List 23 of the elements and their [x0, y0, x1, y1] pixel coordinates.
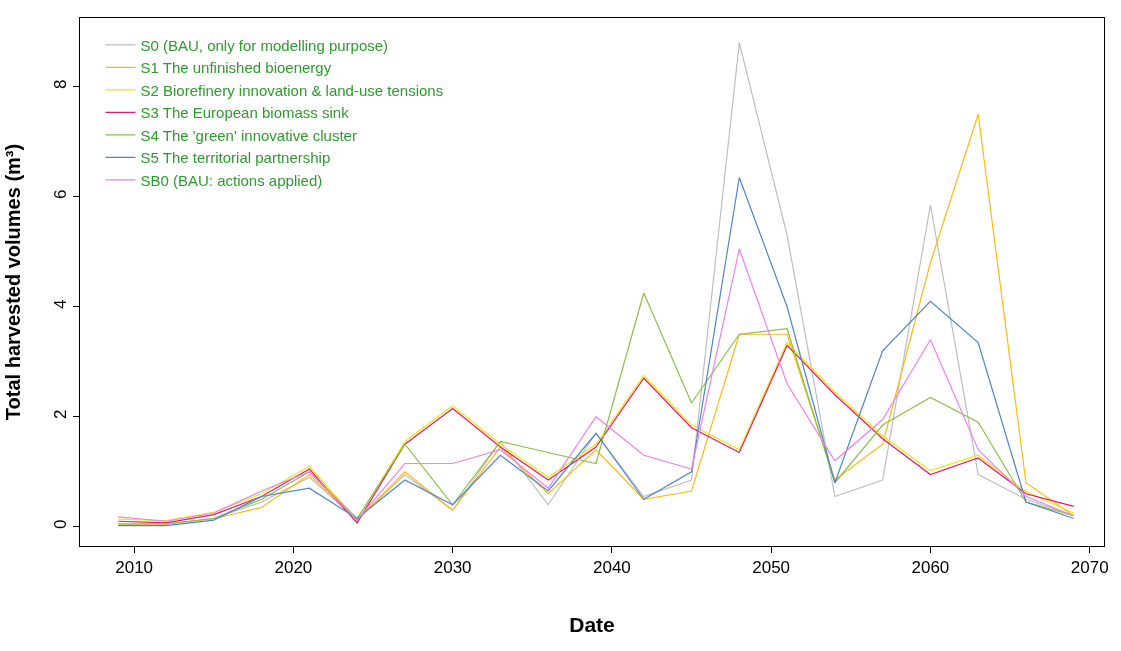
- line-series: [117, 248, 1075, 522]
- x-tick-label: 2060: [911, 558, 950, 578]
- y-tick-label: 4: [51, 299, 71, 309]
- x-tick-label: 2070: [1070, 558, 1109, 578]
- y-tick-label: 6: [51, 189, 71, 199]
- legend-label: S5 The territorial partnership: [140, 149, 331, 167]
- y-tick-label: 8: [51, 79, 71, 89]
- legend-label: SB0 (BAU: actions applied): [140, 171, 323, 189]
- legend-label: S1 The unfinished bioenergy: [140, 59, 332, 77]
- x-tick-label: 2050: [752, 558, 791, 578]
- x-tick-label: 2020: [274, 558, 313, 578]
- y-tick-label: 0: [51, 519, 71, 529]
- y-tick-label: 2: [51, 409, 71, 419]
- y-axis-title: Total harvested volumes (m³): [1, 143, 24, 421]
- x-axis-title: Date: [569, 612, 615, 636]
- legend-label: S2 Biorefinery innovation & land-use tensions: [140, 81, 444, 99]
- legend-label: S4 The 'green' innovative cluster: [140, 126, 357, 144]
- x-tick-label: 2010: [115, 558, 154, 578]
- x-tick-label: 2030: [433, 558, 472, 578]
- legend-label: S0 (BAU, only for modelling purpose): [140, 36, 389, 54]
- line-series: [117, 176, 1075, 527]
- legend-label: S3 The European biomass sink: [140, 104, 350, 122]
- x-tick-label: 2040: [593, 558, 631, 578]
